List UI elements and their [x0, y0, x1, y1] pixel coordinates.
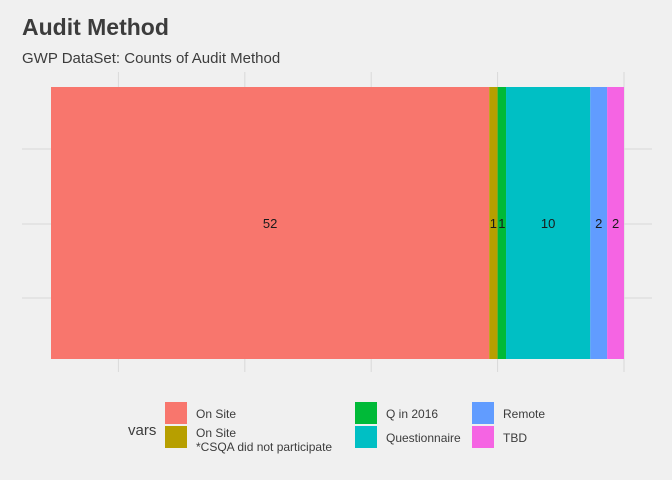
- legend-swatch: [472, 426, 494, 448]
- data-label: 1: [490, 216, 497, 231]
- legend-swatch: [165, 426, 187, 448]
- chart-subtitle: GWP DataSet: Counts of Audit Method: [22, 50, 281, 67]
- legend-swatch: [165, 402, 187, 424]
- legend-label: Remote: [503, 407, 545, 421]
- legend-swatch: [355, 402, 377, 424]
- legend-swatch: [355, 426, 377, 448]
- data-label: 10: [541, 216, 555, 231]
- legend-swatch: [472, 402, 494, 424]
- legend-label: On Site *CSQA did not participate: [196, 426, 332, 454]
- legend-label-line: *CSQA did not participate: [196, 440, 332, 454]
- data-label: 52: [263, 216, 277, 231]
- chart-title: Audit Method: [22, 14, 169, 40]
- legend-label: Questionnaire: [386, 431, 461, 445]
- data-label: 2: [612, 216, 619, 231]
- legend-label: TBD: [503, 431, 527, 445]
- legend-title: vars: [128, 422, 156, 439]
- bar-segment: [607, 87, 624, 359]
- bar-segment: [497, 87, 507, 359]
- bar-segment: [51, 87, 490, 359]
- legend-label-line: On Site: [196, 426, 236, 440]
- data-label: 1: [498, 216, 505, 231]
- bar-segment: [489, 87, 498, 359]
- legend-label: Q in 2016: [386, 407, 438, 421]
- bar-segment: [590, 87, 608, 359]
- bar-segment: [506, 87, 591, 359]
- data-label: 2: [595, 216, 602, 231]
- legend-label: On Site: [196, 407, 236, 421]
